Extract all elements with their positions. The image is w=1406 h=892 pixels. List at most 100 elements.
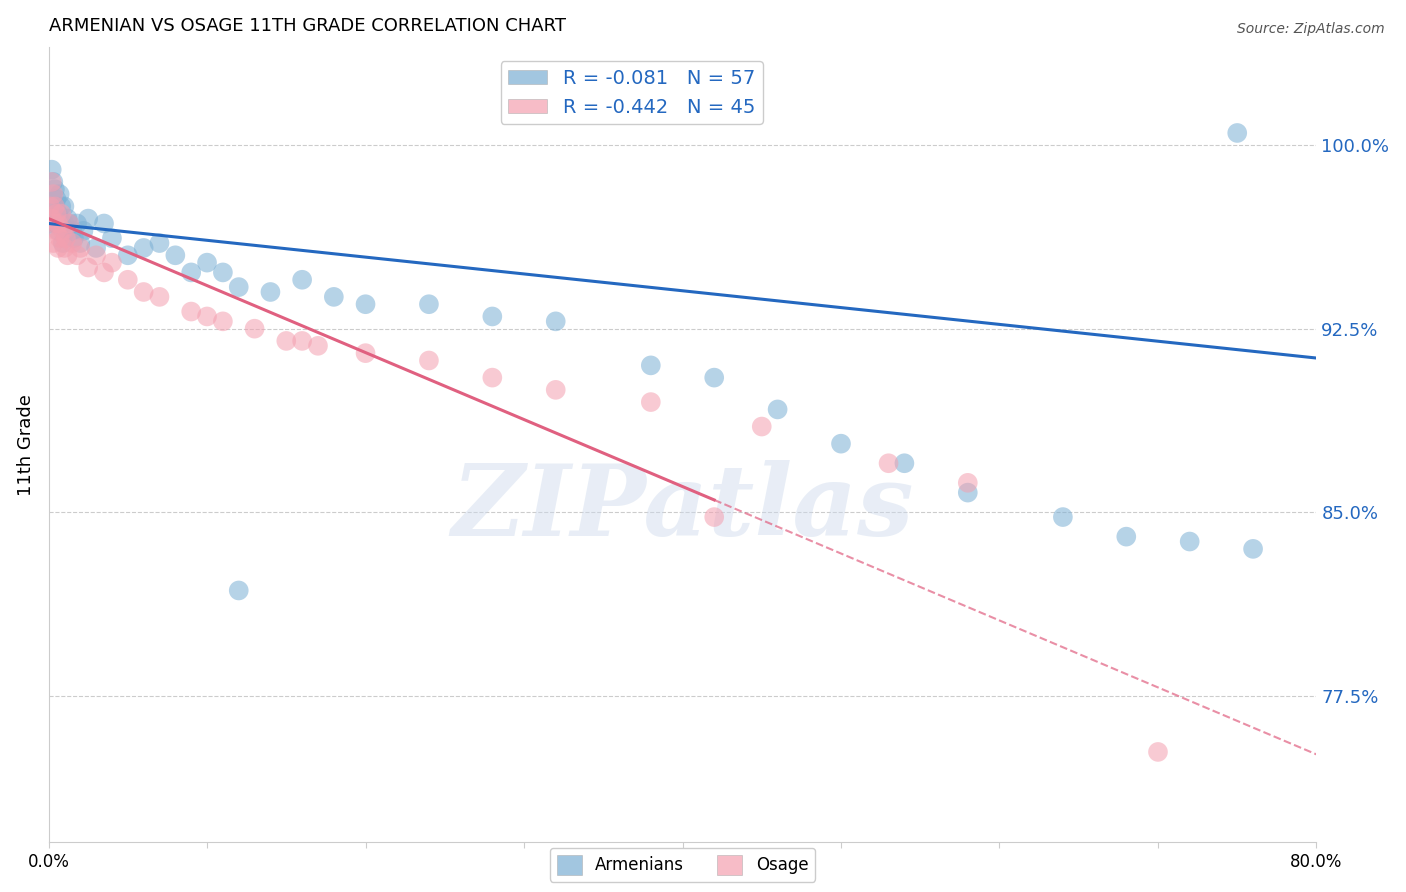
Point: [51, 217, 73, 231]
Point: [52, 224, 75, 238]
Point: [51, 199, 73, 213]
Point: [418, 353, 440, 368]
Point: [41, 162, 63, 177]
Point: [481, 310, 503, 324]
Point: [69, 241, 91, 255]
Point: [132, 285, 155, 299]
Point: [58, 217, 80, 231]
Point: [42, 187, 65, 202]
Point: [893, 456, 915, 470]
Point: [1226, 126, 1249, 140]
Point: [228, 280, 250, 294]
Point: [101, 255, 124, 269]
Point: [42, 217, 65, 231]
Point: [55, 224, 77, 238]
Point: [307, 339, 329, 353]
Point: [41, 211, 63, 226]
Point: [766, 402, 789, 417]
Point: [354, 297, 377, 311]
Point: [291, 273, 314, 287]
Point: [101, 231, 124, 245]
Point: [132, 241, 155, 255]
Point: [48, 187, 70, 202]
Point: [53, 199, 76, 213]
Point: [354, 346, 377, 360]
Point: [703, 370, 725, 384]
Point: [1052, 510, 1074, 524]
Point: [53, 241, 76, 255]
Point: [830, 436, 852, 450]
Point: [212, 314, 235, 328]
Point: [60, 224, 83, 238]
Point: [45, 217, 67, 231]
Point: [45, 192, 67, 206]
Point: [212, 265, 235, 279]
Point: [544, 314, 567, 328]
Point: [69, 235, 91, 250]
Point: [418, 297, 440, 311]
Point: [291, 334, 314, 348]
Point: [640, 359, 662, 373]
Point: [751, 419, 773, 434]
Point: [640, 395, 662, 409]
Point: [195, 255, 218, 269]
Point: [165, 248, 187, 262]
Point: [117, 248, 139, 262]
Point: [1115, 530, 1137, 544]
Point: [117, 273, 139, 287]
Point: [77, 260, 100, 275]
Point: [1147, 745, 1170, 759]
Point: [44, 217, 66, 231]
Point: [180, 304, 202, 318]
Point: [56, 248, 79, 262]
Point: [63, 231, 86, 245]
Point: [66, 217, 89, 231]
Point: [276, 334, 298, 348]
Point: [60, 235, 83, 250]
Point: [481, 370, 503, 384]
Y-axis label: 11th Grade: 11th Grade: [17, 394, 35, 496]
Point: [243, 321, 266, 335]
Point: [55, 231, 77, 245]
Point: [44, 199, 66, 213]
Point: [72, 224, 94, 238]
Point: [93, 217, 115, 231]
Point: [93, 265, 115, 279]
Point: [46, 217, 69, 231]
Point: [77, 211, 100, 226]
Point: [180, 265, 202, 279]
Point: [703, 510, 725, 524]
Point: [42, 175, 65, 189]
Point: [956, 485, 979, 500]
Point: [956, 475, 979, 490]
Point: [42, 235, 65, 250]
Point: [39, 199, 62, 213]
Point: [1241, 541, 1264, 556]
Point: [41, 175, 63, 189]
Point: [148, 235, 170, 250]
Point: [48, 211, 70, 226]
Legend: Armenians, Osage: Armenians, Osage: [550, 848, 815, 882]
Point: [56, 211, 79, 226]
Point: [877, 456, 900, 470]
Point: [53, 217, 76, 231]
Text: Source: ZipAtlas.com: Source: ZipAtlas.com: [1237, 22, 1385, 37]
Point: [195, 310, 218, 324]
Point: [58, 217, 80, 231]
Point: [259, 285, 281, 299]
Point: [46, 224, 69, 238]
Point: [322, 290, 344, 304]
Point: [84, 241, 107, 255]
Point: [51, 207, 73, 221]
Point: [148, 290, 170, 304]
Point: [84, 248, 107, 262]
Point: [46, 241, 69, 255]
Point: [48, 231, 70, 245]
Point: [44, 199, 66, 213]
Point: [41, 211, 63, 226]
Point: [39, 199, 62, 213]
Point: [45, 207, 67, 221]
Text: ARMENIAN VS OSAGE 11TH GRADE CORRELATION CHART: ARMENIAN VS OSAGE 11TH GRADE CORRELATION…: [49, 17, 565, 35]
Point: [52, 235, 75, 250]
Point: [228, 583, 250, 598]
